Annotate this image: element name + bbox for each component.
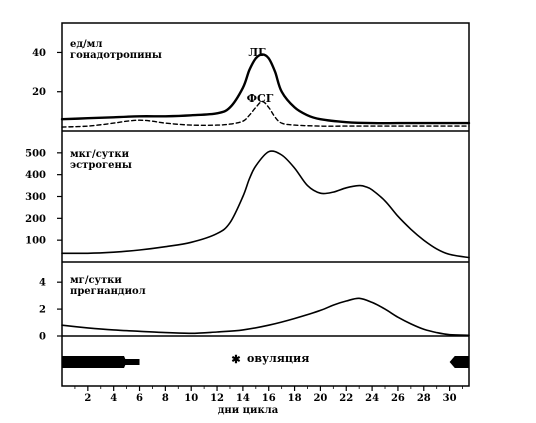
menstruation-bar-next <box>449 356 469 368</box>
gonadotropin-unit-label: ед/мл <box>70 39 102 50</box>
x-tick-label-30: 30 <box>443 393 457 404</box>
lh-peak-label: ЛГ <box>248 46 266 59</box>
x-tick-label-20: 20 <box>313 393 327 404</box>
panel1-y-tick-label-20: 20 <box>32 87 46 98</box>
estrogen-unit-label: мкг/сутки <box>70 149 130 160</box>
panel2-y-tick-label-400: 400 <box>25 170 46 181</box>
x-tick-label-4: 4 <box>110 393 117 404</box>
panel3-y-tick-label-4: 4 <box>39 278 46 289</box>
x-tick-label-26: 26 <box>391 393 405 404</box>
panel3-series-line-0 <box>61 297 470 337</box>
panel1-series-ФСГ-1 <box>61 100 470 128</box>
x-tick-label-8: 8 <box>162 393 169 404</box>
panel1-y-tick-label-40: 40 <box>32 48 46 59</box>
ovulation-label: овуляция <box>247 352 309 365</box>
panel1-series-ЛГ-0 <box>60 53 471 125</box>
panel3-y-tick-label-2: 2 <box>39 305 46 316</box>
x-tick-label-12: 12 <box>210 393 224 404</box>
x-tick-label-28: 28 <box>417 393 431 404</box>
figure-frame <box>61 22 470 387</box>
panel2-y-tick-label-500: 500 <box>25 148 46 159</box>
x-tick-label-22: 22 <box>339 393 353 404</box>
x-tick-label-16: 16 <box>262 393 276 404</box>
x-tick-label-2: 2 <box>84 393 91 404</box>
estrogen-panel-title: эстрогены <box>70 160 132 171</box>
panel3-y-tick-label-0: 0 <box>39 332 46 343</box>
pregnanediol-panel-title: прегнандиол <box>70 286 146 297</box>
pregnanediol-unit-label: мг/сутки <box>70 275 122 286</box>
x-tick-label-18: 18 <box>288 393 302 404</box>
menstruation-bar-start <box>62 356 140 368</box>
panel2-y-tick-label-100: 100 <box>25 236 46 247</box>
x-tick-label-14: 14 <box>236 393 250 404</box>
x-tick-label-10: 10 <box>184 393 198 404</box>
x-tick-label-24: 24 <box>365 393 379 404</box>
ovulation-marker: ✱ <box>231 353 240 366</box>
panel2-y-tick-label-300: 300 <box>25 192 46 203</box>
x-tick-label-6: 6 <box>136 393 143 404</box>
gonadotropin-panel-title: гонадотропины <box>70 50 162 61</box>
panel2-series-line-0 <box>61 150 470 259</box>
panel2-y-tick-label-200: 200 <box>25 214 46 225</box>
x-axis-label: дни цикла <box>218 405 279 416</box>
fsh-peak-label: ФСГ <box>247 92 274 105</box>
